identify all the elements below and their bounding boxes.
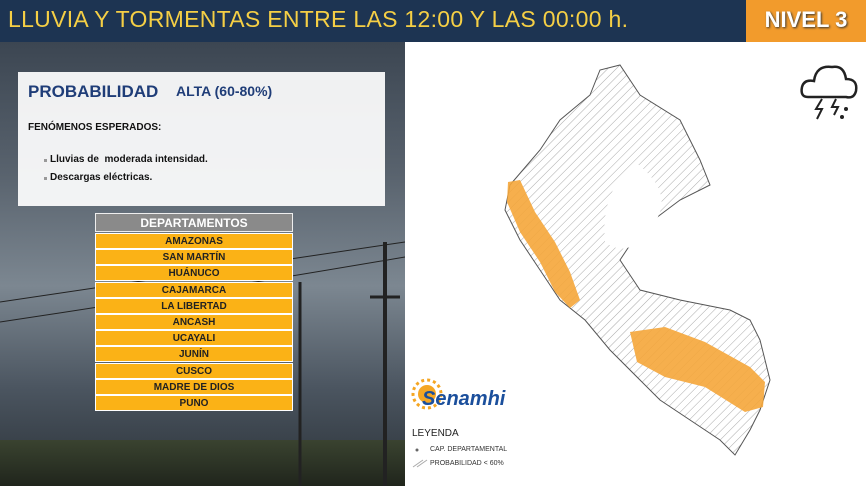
department-row: AMAZONAS <box>95 233 293 249</box>
header-title: LLUVIA Y TORMENTAS ENTRE LAS 12:00 Y LAS… <box>8 6 629 32</box>
legend-dot <box>415 448 419 452</box>
info-panel <box>18 72 385 206</box>
probability-label: PROBABILIDAD <box>28 82 159 101</box>
department-row: JUNÍN <box>95 346 293 363</box>
sun-logo <box>411 378 443 410</box>
level-label: NIVEL 3 <box>764 7 848 32</box>
header-bar <box>0 0 866 42</box>
phenomenon-item: Descargas eléctricas. <box>50 172 153 183</box>
departments-heading: DEPARTAMENTOS <box>95 213 293 232</box>
phenomenon-item: Lluvias de moderada intensidad. <box>50 154 208 165</box>
legend-item: PROBABILIDAD < 60% <box>430 460 504 467</box>
legend-hatch <box>416 459 428 468</box>
legend-item: CAP. DEPARTAMENTAL <box>430 446 508 453</box>
legend-title: LEYENDA <box>412 428 459 439</box>
department-row: SAN MARTÍN <box>95 249 293 266</box>
probability-value: ALTA (60-80%) <box>176 83 273 99</box>
department-row: UCAYALI <box>95 330 293 347</box>
department-row: CUSCO <box>95 362 293 379</box>
level-box <box>746 0 866 42</box>
department-row: LA LIBERTAD <box>95 297 293 314</box>
map-panel <box>411 64 858 468</box>
department-row: PUNO <box>95 395 293 411</box>
department-row: HUÁNUCO <box>95 265 293 282</box>
rain-zone-north <box>507 180 580 308</box>
logo-text: Senamhi <box>422 388 506 410</box>
storm-icon <box>800 65 858 120</box>
department-row: MADRE DE DIOS <box>95 378 293 395</box>
phenomena-heading: FENÓMENOS ESPERADOS: <box>28 122 162 133</box>
department-row: ANCASH <box>95 314 293 330</box>
ground <box>0 440 405 486</box>
bullet <box>44 177 47 180</box>
department-row: CAJAMARCA <box>95 281 293 298</box>
bullet <box>44 159 47 162</box>
rain-zone-south <box>630 327 765 412</box>
unhatched-area <box>604 162 662 249</box>
legend-hatch <box>412 459 424 468</box>
